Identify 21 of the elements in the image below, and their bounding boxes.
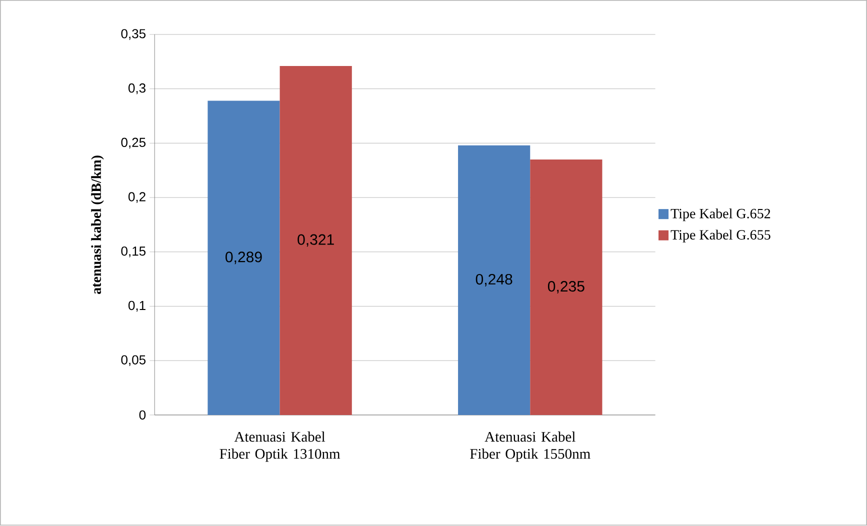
data-label: 0,289 — [226, 252, 262, 264]
y-tick-label: 0,3 — [128, 84, 146, 94]
y-tick-label: 0,15 — [121, 246, 146, 258]
y-axis-title: atenuasi kabel (dB/km) — [91, 156, 104, 294]
data-label: 0,321 — [298, 234, 334, 247]
x-tick-label: Atenuasi Kabel Fiber Optik 1310nm — [220, 432, 340, 462]
y-tick-label: 0,05 — [121, 355, 146, 366]
y-tick-label: 0 — [139, 410, 146, 420]
bar — [458, 146, 530, 416]
y-tick-label: 0,1 — [128, 301, 146, 312]
data-label: 0,248 — [476, 274, 512, 287]
y-tick-label: 0,2 — [128, 192, 146, 204]
bar — [208, 100, 280, 416]
y-tick-label: 0,25 — [121, 138, 146, 149]
y-tick-label: 0,35 — [121, 29, 146, 40]
legend-label: Tipe Kabel G.652 — [670, 208, 770, 222]
bar — [530, 160, 602, 416]
data-label: 0,235 — [548, 281, 584, 294]
x-tick-label: Atenuasi Kabel Fiber Optik 1550nm — [470, 432, 590, 462]
bar — [280, 66, 352, 416]
legend-label: Tipe Kabel G.655 — [670, 230, 770, 243]
